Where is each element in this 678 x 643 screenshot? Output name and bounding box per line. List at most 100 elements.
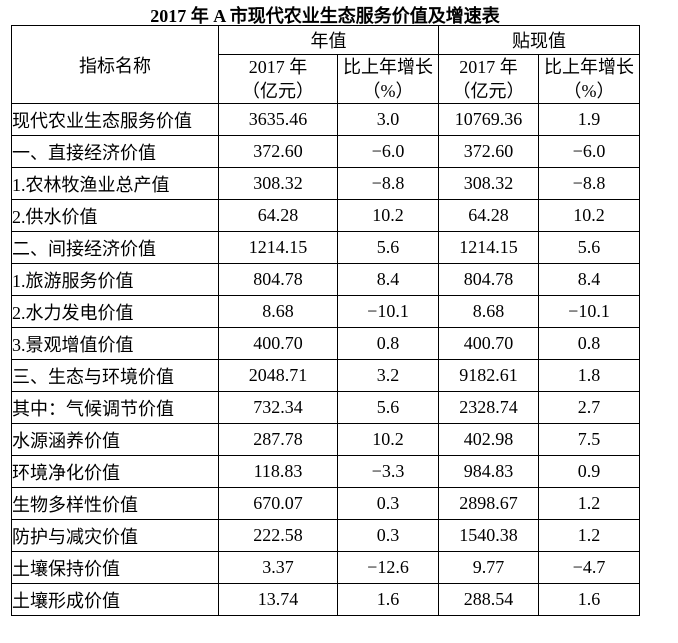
value-cell: 1214.15: [438, 231, 539, 264]
value-cell: 7.5: [538, 423, 640, 456]
indicator-cell: 土壤保持价值: [11, 551, 219, 584]
value-cell: 8.4: [538, 263, 640, 296]
indicator-cell: 3.景观增值价值: [11, 327, 219, 360]
header-row-groups: 指标名称 年值 贴现值: [11, 25, 640, 104]
value-cell: 2048.71: [218, 359, 338, 392]
value-cell: 118.83: [218, 455, 338, 488]
value-cell: 8.68: [218, 295, 338, 328]
header-discounted-value-group: 贴现值: [438, 25, 640, 55]
value-cell: 400.70: [218, 327, 338, 360]
table-row: 土壤形成价值 13.74 1.6 288.54 1.6: [11, 583, 640, 616]
value-cell: 2.7: [538, 391, 640, 424]
header-annual-2017: 2017 年 （亿元）: [218, 54, 338, 104]
value-cell: 1214.15: [218, 231, 338, 264]
value-cell: 804.78: [218, 263, 338, 296]
value-cell: −4.7: [538, 551, 640, 584]
value-cell: 0.3: [337, 487, 439, 520]
value-cell: 670.07: [218, 487, 338, 520]
value-cell: 0.9: [538, 455, 640, 488]
header-year-label: 2017 年: [248, 57, 308, 77]
indicator-cell: 三、生态与环境价值: [11, 359, 219, 392]
header-growth-unit: （%）: [563, 81, 615, 101]
value-cell: 732.34: [218, 391, 338, 424]
value-cell: 1.8: [538, 359, 640, 392]
table-title: 2017 年 A 市现代农业生态服务价值及增速表: [150, 6, 500, 26]
value-cell: 3635.46: [218, 103, 338, 136]
value-cell: 1540.38: [438, 519, 539, 552]
header-growth-label: 比上年增长: [343, 57, 433, 77]
value-cell: −3.3: [337, 455, 439, 488]
value-cell: 5.6: [337, 231, 439, 264]
value-cell: 1.6: [538, 583, 640, 616]
indicator-cell: 2.水力发电价值: [11, 295, 219, 328]
value-cell: −10.1: [538, 295, 640, 328]
data-table: 指标名称 年值 贴现值 2017 年 （亿元） 比上年增长 （%） 2017 年…: [11, 25, 640, 616]
value-cell: 1.9: [538, 103, 640, 136]
value-cell: 64.28: [218, 199, 338, 232]
header-row-subcolumns: 2017 年 （亿元） 比上年增长 （%） 2017 年 （亿元） 比上年增长 …: [12, 54, 640, 104]
indicator-cell: 其中：气候调节价值: [11, 391, 219, 424]
value-cell: 0.3: [337, 519, 439, 552]
table-row: 2.供水价值 64.28 10.2 64.28 10.2: [11, 199, 640, 232]
header-annual-growth: 比上年增长 （%）: [337, 54, 439, 104]
value-cell: 0.8: [538, 327, 640, 360]
value-cell: 3.37: [218, 551, 338, 584]
table-row: 环境净化价值 118.83 −3.3 984.83 0.9: [11, 455, 640, 488]
value-cell: 222.58: [218, 519, 338, 552]
value-cell: 8.4: [337, 263, 439, 296]
indicator-cell: 二、间接经济价值: [11, 231, 219, 264]
value-cell: 2328.74: [438, 391, 539, 424]
indicator-cell: 一、直接经济价值: [11, 135, 219, 168]
value-cell: 1.2: [538, 487, 640, 520]
header-year-unit: （亿元）: [242, 81, 314, 101]
value-cell: 5.6: [538, 231, 640, 264]
value-cell: −10.1: [337, 295, 439, 328]
value-cell: 1.6: [337, 583, 439, 616]
table-row: 1.农林牧渔业总产值 308.32 −8.8 308.32 −8.8: [11, 167, 640, 200]
value-cell: 372.60: [218, 135, 338, 168]
value-cell: 3.2: [337, 359, 439, 392]
indicator-cell: 1.旅游服务价值: [11, 263, 219, 296]
value-cell: 308.32: [438, 167, 539, 200]
value-cell: 13.74: [218, 583, 338, 616]
value-cell: 402.98: [438, 423, 539, 456]
value-cell: 984.83: [438, 455, 539, 488]
value-cell: 804.78: [438, 263, 539, 296]
table-row: 1.旅游服务价值 804.78 8.4 804.78 8.4: [11, 263, 640, 296]
indicator-cell: 土壤形成价值: [11, 583, 219, 616]
value-cell: 1.2: [538, 519, 640, 552]
value-cell: −6.0: [538, 135, 640, 168]
value-cell: 9.77: [438, 551, 539, 584]
indicator-cell: 现代农业生态服务价值: [11, 103, 219, 136]
indicator-cell: 水源涵养价值: [11, 423, 219, 456]
value-cell: −12.6: [337, 551, 439, 584]
value-cell: 308.32: [218, 167, 338, 200]
table-row: 水源涵养价值 287.78 10.2 402.98 7.5: [11, 423, 640, 456]
indicator-cell: 1.农林牧渔业总产值: [11, 167, 219, 200]
indicator-cell: 生物多样性价值: [11, 487, 219, 520]
table-row: 防护与减灾价值 222.58 0.3 1540.38 1.2: [11, 519, 640, 552]
table-row: 三、生态与环境价值 2048.71 3.2 9182.61 1.8: [11, 359, 640, 392]
value-cell: 5.6: [337, 391, 439, 424]
header-year-unit: （亿元）: [452, 81, 525, 101]
value-cell: 0.8: [337, 327, 439, 360]
value-cell: 287.78: [218, 423, 338, 456]
header-indicator: 指标名称: [11, 25, 219, 104]
table-body: 现代农业生态服务价值 3635.46 3.0 10769.36 1.9 一、直接经济价值 3…: [11, 103, 640, 616]
header-growth-unit: （%）: [362, 81, 414, 101]
value-cell: 400.70: [438, 327, 539, 360]
header-annual-value-group: 年值: [218, 25, 439, 55]
value-cell: 10.2: [337, 199, 439, 232]
indicator-cell: 2.供水价值: [11, 199, 219, 232]
table-row: 二、间接经济价值 1214.15 5.6 1214.15 5.6: [11, 231, 640, 264]
table-row: 2.水力发电价值 8.68 −10.1 8.68 −10.1: [11, 295, 640, 328]
table-row: 土壤保持价值 3.37 −12.6 9.77 −4.7: [11, 551, 640, 584]
value-cell: −8.8: [538, 167, 640, 200]
table-row: 一、直接经济价值 372.60 −6.0 372.60 −6.0: [11, 135, 640, 168]
value-cell: 64.28: [438, 199, 539, 232]
value-cell: 9182.61: [438, 359, 539, 392]
indicator-cell: 防护与减灾价值: [11, 519, 219, 552]
value-cell: 8.68: [438, 295, 539, 328]
table-row: 3.景观增值价值 400.70 0.8 400.70 0.8: [11, 327, 640, 360]
